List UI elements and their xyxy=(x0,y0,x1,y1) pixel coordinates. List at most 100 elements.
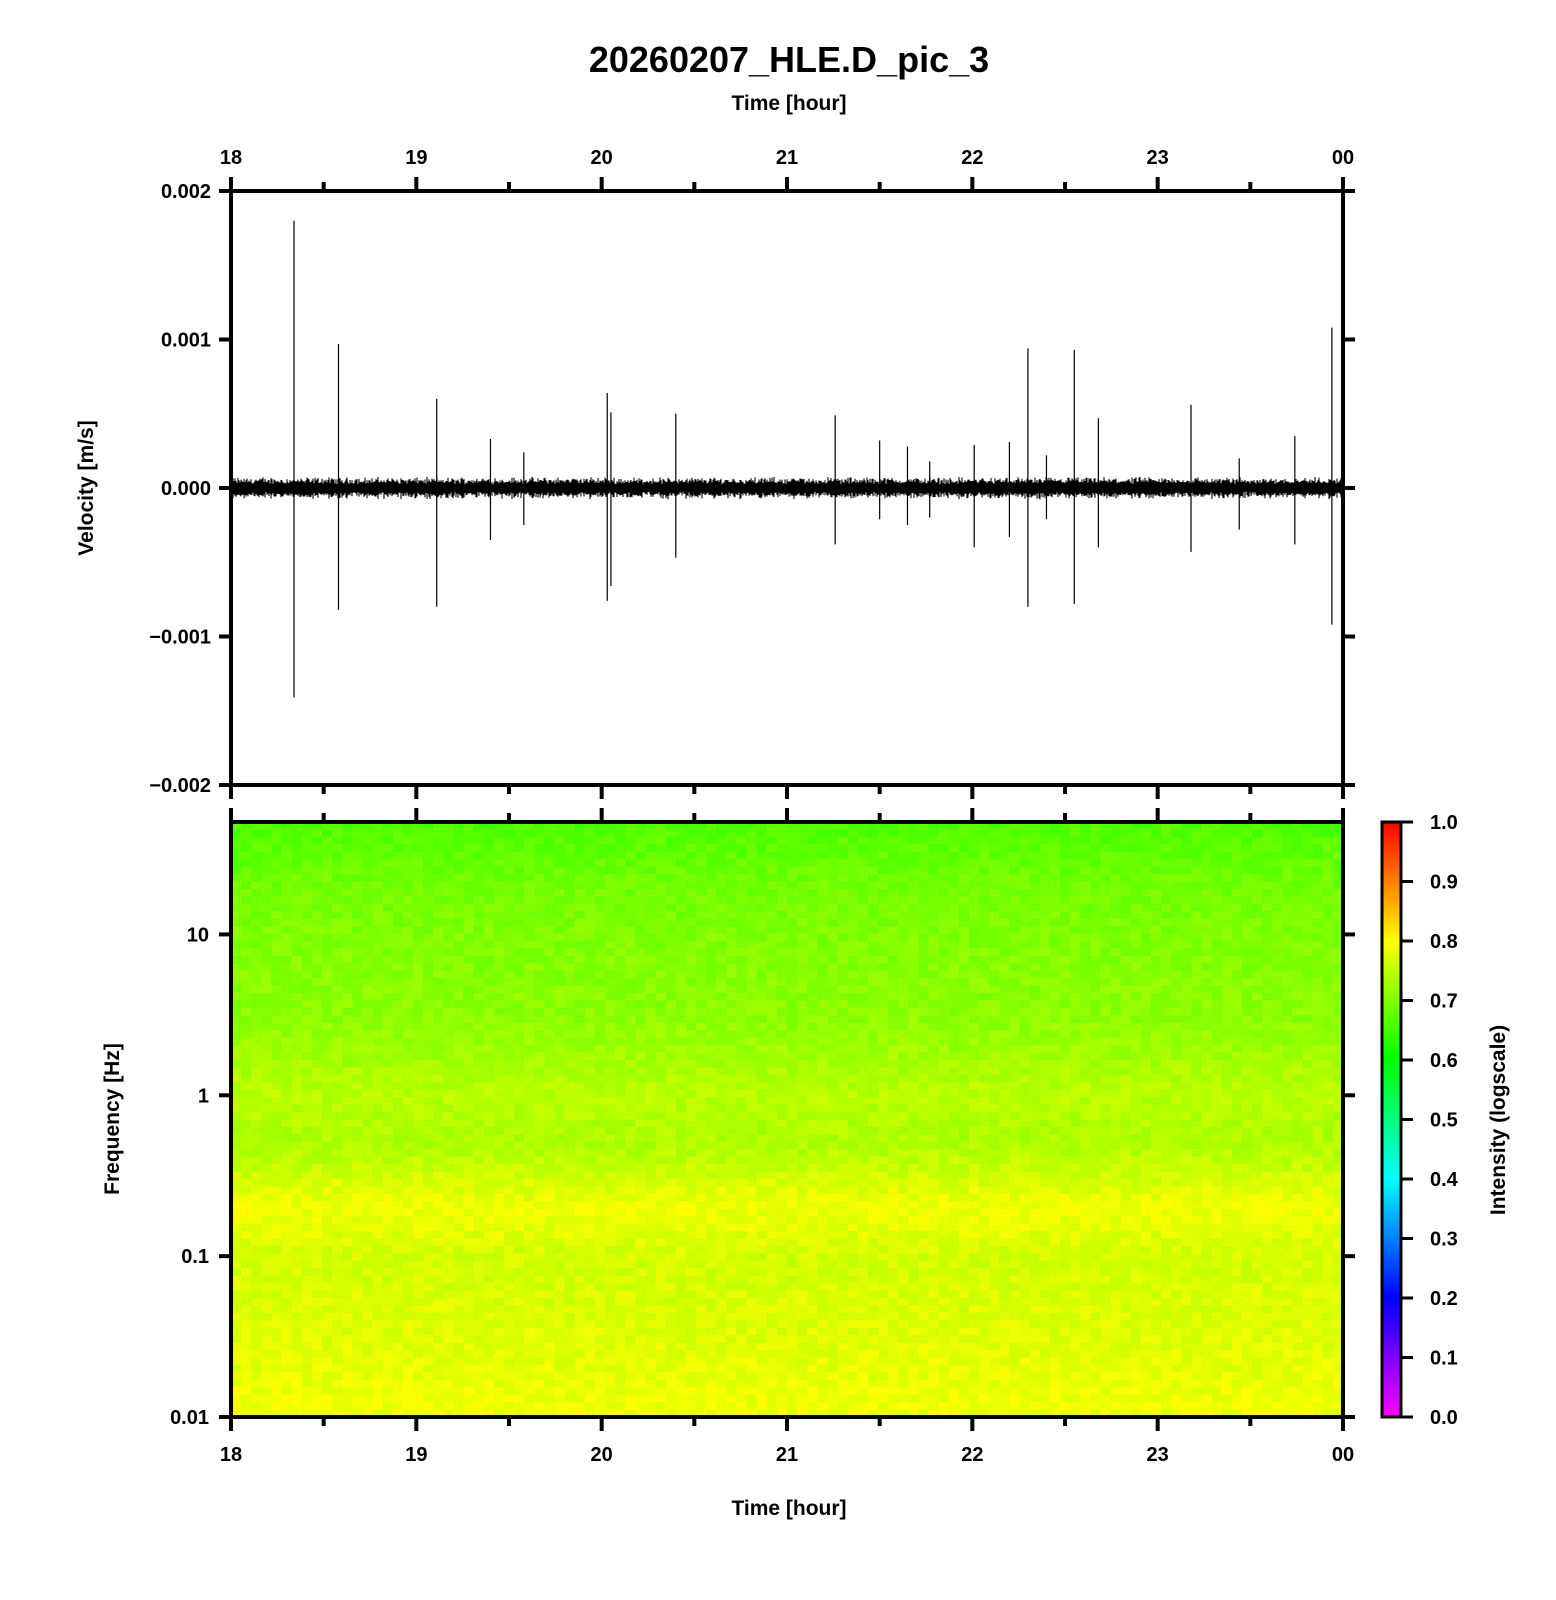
spectrogram-cell xyxy=(837,1141,849,1150)
spectrogram-cell xyxy=(594,888,606,897)
spectrogram-cell xyxy=(1150,836,1162,845)
spectrogram-cell xyxy=(968,926,980,935)
spectrogram-cell xyxy=(423,948,434,957)
spectrogram-cell xyxy=(726,866,738,875)
spectrogram-cell xyxy=(847,866,859,875)
spectrogram-cell xyxy=(1080,1060,1091,1069)
spectrogram-cell xyxy=(493,1097,505,1106)
spectrogram-cell xyxy=(756,874,768,883)
spectrogram-cell xyxy=(433,1141,444,1150)
spectrogram-cell xyxy=(1049,888,1061,897)
spectrogram-cell xyxy=(362,978,374,987)
spectrogram-cell xyxy=(594,822,606,831)
spectrogram-cell xyxy=(241,918,252,927)
spectrogram-cell xyxy=(615,1134,626,1143)
spectrogram-cell xyxy=(625,918,636,927)
spectrogram-cell xyxy=(1049,941,1061,950)
spectrogram-cell xyxy=(241,978,252,987)
spectrogram-cell xyxy=(281,963,293,972)
spectrogram-cell xyxy=(1282,1045,1294,1054)
spectrogram-cell xyxy=(968,829,980,838)
spectrogram-cell xyxy=(473,1052,485,1061)
spectrogram-cell xyxy=(251,851,262,860)
spectrogram-cell xyxy=(1262,1074,1273,1083)
spectrogram-cell xyxy=(584,963,596,972)
spectrogram-cell xyxy=(1120,911,1132,920)
spectrogram-cell xyxy=(1100,1000,1112,1009)
spectrogram-cell xyxy=(999,1030,1010,1039)
spectrogram-cell xyxy=(1191,941,1203,950)
spectrogram-cell xyxy=(554,829,566,838)
spectrogram-cell xyxy=(301,970,313,979)
spectrogram-cell xyxy=(958,1149,970,1158)
spectrogram-cell xyxy=(443,851,454,860)
spectrogram-cell xyxy=(1080,1134,1091,1143)
spectrogram-cell xyxy=(271,881,283,890)
spectrogram-cell xyxy=(918,993,930,1002)
spectrogram-cell xyxy=(402,948,414,957)
spectrogram-cell xyxy=(443,1149,454,1158)
spectrogram-cell xyxy=(837,844,849,853)
spectrogram-cell xyxy=(605,1104,616,1113)
spectrogram-cell xyxy=(1322,985,1334,994)
spectrogram-cell xyxy=(615,918,626,927)
spectrogram-cell xyxy=(635,903,647,912)
spectrogram-cell xyxy=(847,911,859,920)
spectrogram-cell xyxy=(1272,836,1283,845)
spectrogram-cell xyxy=(1120,993,1132,1002)
spectrogram-cell xyxy=(1332,1037,1344,1046)
spectrogram-cell xyxy=(1252,1097,1263,1106)
spectrogram-cell xyxy=(1090,1074,1101,1083)
spectrogram-cell xyxy=(342,941,353,950)
spectrogram-cell xyxy=(483,1060,495,1069)
spectrogram-cell xyxy=(1292,903,1304,912)
spectrogram-cell xyxy=(675,866,687,875)
spectrogram-cell xyxy=(968,1000,980,1009)
spectrogram-cell xyxy=(746,1089,758,1098)
spectrogram-cell xyxy=(1322,1007,1334,1016)
spectrogram-cell xyxy=(1049,859,1061,868)
spectrogram-cell xyxy=(1221,896,1233,905)
spectrogram-cell xyxy=(362,844,374,853)
spectrogram-cell xyxy=(332,896,343,905)
spectrogram-cell xyxy=(534,970,545,979)
spectrogram-cell xyxy=(787,1007,798,1016)
spectrogram-cell xyxy=(685,1022,697,1031)
spectrogram-cell xyxy=(251,963,262,972)
spectrogram-cell xyxy=(362,1045,374,1054)
spectrogram-cell xyxy=(382,985,394,994)
spectrogram-cell xyxy=(665,1119,677,1128)
spectrogram-cell xyxy=(645,993,657,1002)
spectrogram-cell xyxy=(1241,1045,1253,1054)
spectrogram-cell xyxy=(332,926,343,935)
waveform-y-tick-label-3: −0.001 xyxy=(149,627,211,649)
spectrogram-cell xyxy=(1292,1089,1304,1098)
spectrogram-cell xyxy=(281,829,293,838)
spectrogram-cell xyxy=(857,1082,869,1091)
spectrogram-cell xyxy=(544,926,556,935)
spectrogram-cell xyxy=(706,926,717,935)
spectrogram-cell xyxy=(938,1149,950,1158)
spectrogram-cell xyxy=(716,903,727,912)
spectrogram-cell xyxy=(787,918,798,927)
spectrogram-cell xyxy=(746,836,758,845)
spectrogram-cell xyxy=(554,888,566,897)
spectrogram-cell xyxy=(1090,1097,1101,1106)
spectrogram-cell xyxy=(827,1141,839,1150)
spectrogram-cell xyxy=(554,1149,566,1158)
spectrogram-cell xyxy=(473,1149,485,1158)
spectrogram-cell xyxy=(1029,1030,1041,1039)
spectrogram-cell xyxy=(898,1119,909,1128)
spectrogram-cell xyxy=(574,1060,586,1069)
spectrogram-cell xyxy=(1252,1067,1263,1076)
spectrogram-cell xyxy=(382,1112,394,1121)
spectrogram-cell xyxy=(1130,948,1142,957)
spectrogram-cell xyxy=(918,874,930,883)
spectrogram-cell xyxy=(443,1119,454,1128)
spectrogram-cell xyxy=(1120,1037,1132,1046)
spectrogram-cell xyxy=(1302,1134,1314,1143)
spectrogram-cell xyxy=(342,903,353,912)
spectrogram-cell xyxy=(382,1000,394,1009)
spectrogram-cell xyxy=(1019,1126,1031,1135)
spectrogram-cell xyxy=(382,829,394,838)
